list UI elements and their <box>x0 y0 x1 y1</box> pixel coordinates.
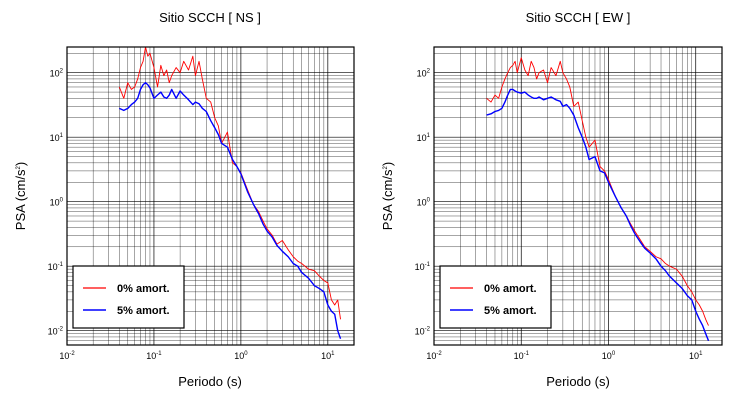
plot-frame <box>433 46 723 346</box>
y-tick-labels: 10-2 10-1 100 101 102 <box>415 69 431 337</box>
chart-title: Sitio SCCH [ NS ] <box>159 10 261 25</box>
y-tick-label: 10-1 <box>48 262 64 272</box>
series-line-5pct <box>486 88 710 341</box>
y-axis-label-sup: 2 <box>16 166 22 170</box>
y-tick-label: 101 <box>417 133 431 143</box>
plot-frame <box>66 46 355 346</box>
legend-label-0pct: 0% amort. <box>117 283 170 295</box>
series-line-5pct <box>119 81 342 339</box>
chart-panel-ns: Sitio SCCH [ NS ] 10-2 10-1 100 101 10-210-… <box>13 10 355 389</box>
legend-label-0pct: 0% amort. <box>484 283 537 295</box>
y-tick-label: 10-1 <box>415 262 431 272</box>
series-line-0pct <box>486 57 709 326</box>
y-axis-label-tail: ) <box>380 162 395 166</box>
x-axis-label: Periodo (s) <box>178 374 242 389</box>
y-axis-label: PSA (cm/s2) <box>13 162 28 230</box>
x-tick-label: 100 <box>602 351 616 361</box>
y-tick-label: 100 <box>50 198 64 208</box>
x-tick-labels: 10-2 10-1 100 101 <box>59 351 335 361</box>
series-line-0pct <box>118 46 341 320</box>
legend: 0% amort. 5% amort. <box>439 265 552 329</box>
y-tick-label: 101 <box>50 133 64 143</box>
x-tick-label: 10-1 <box>146 351 162 361</box>
y-axis-label-tail: ) <box>13 162 28 166</box>
y-axis-label: PSA (cm/s2) <box>380 162 395 230</box>
x-tick-labels: 10-2 10-1 100 101 <box>426 351 703 361</box>
series-lines <box>486 57 710 341</box>
y-axis-label-main: PSA (cm/s <box>380 169 395 230</box>
x-axis-label: Periodo (s) <box>546 374 610 389</box>
y-tick-label: 100 <box>417 198 431 208</box>
chart-panel-ew: Sitio SCCH [ EW ] 10-2 10-1 100 101 10-210-… <box>380 10 723 389</box>
plot-grid <box>66 47 355 346</box>
x-tick-label: 101 <box>321 351 335 361</box>
legend: 0% amort. 5% amort. <box>72 265 185 329</box>
y-axis-label-main: PSA (cm/s <box>13 169 28 230</box>
x-tick-label: 101 <box>689 351 703 361</box>
x-tick-label: 100 <box>234 351 248 361</box>
legend-label-5pct: 5% amort. <box>484 305 537 317</box>
legend-box <box>439 265 552 329</box>
chart-title: Sitio SCCH [ EW ] <box>526 10 631 25</box>
series-lines <box>118 46 342 339</box>
y-tick-labels: 10-2 10-1 100 101 102 <box>48 69 64 337</box>
y-tick-label: 10-2 <box>48 327 64 337</box>
y-tick-label: 102 <box>50 69 64 79</box>
x-tick-label: 10-2 <box>59 351 75 361</box>
x-tick-label: 10-1 <box>514 351 530 361</box>
legend-label-5pct: 5% amort. <box>117 305 170 317</box>
y-tick-label: 102 <box>417 69 431 79</box>
y-axis-label-sup: 2 <box>383 166 389 170</box>
x-tick-label: 10-2 <box>426 351 442 361</box>
legend-box <box>72 265 185 329</box>
y-tick-label: 10-2 <box>415 327 431 337</box>
